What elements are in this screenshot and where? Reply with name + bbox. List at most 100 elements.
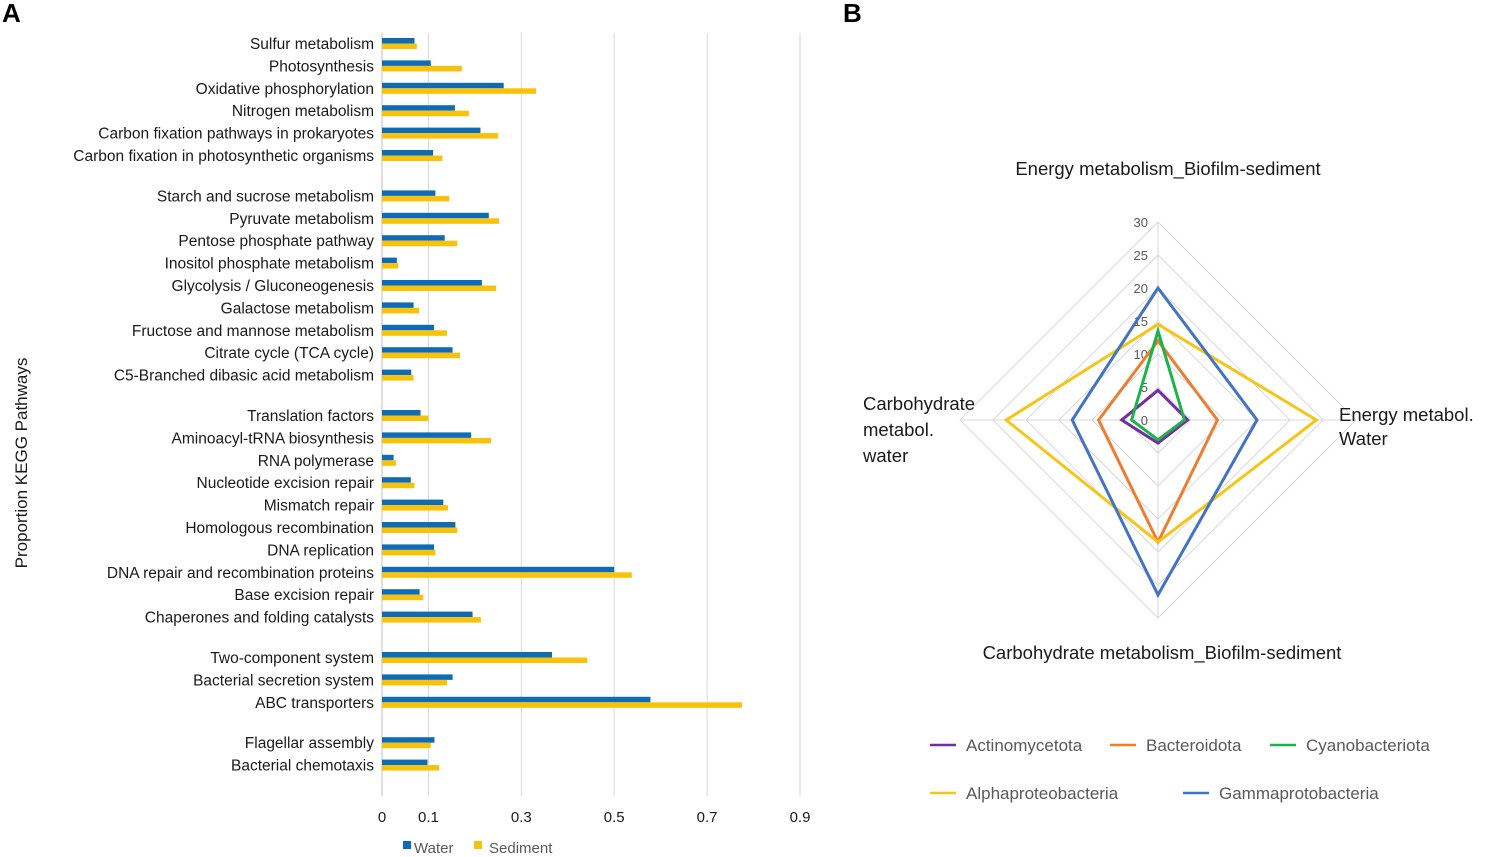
legend-swatch-sediment [474,841,482,849]
category-label: Carbon fixation in photosynthetic organi… [73,148,374,165]
radar-axis-label-right: Water [1339,428,1388,449]
bar-sediment [382,765,440,771]
category-label: Oxidative phosphorylation [196,81,374,98]
bar-water [382,369,412,376]
radar-tick-label: 0 [1141,413,1148,428]
bar-sediment [382,482,415,489]
radar-tick-label: 5 [1141,380,1148,395]
radar-axis-label-left: metabol. [863,419,934,440]
category-label: Carbon fixation pathways in prokaryotes [98,126,374,143]
bar-water [382,212,489,219]
legend-label-actinomycetota: Actinomycetota [966,736,1083,755]
x-tick-label: 0.1 [418,809,439,826]
x-tick-label: 0.5 [604,809,625,826]
bar-sediment [382,437,492,444]
category-label: Mismatch repair [264,498,374,515]
bar-sediment [382,594,424,601]
bar-sediment [382,263,399,269]
bar-water [382,150,434,156]
legend-label-alphaproteobacteria: Alphaproteobacteria [966,784,1119,803]
category-label: Sulfur metabolism [250,36,374,53]
bar-water [382,674,453,680]
bar-water [382,432,472,438]
bar-water [382,696,651,703]
bar-sediment [382,352,461,359]
bar-sediment [382,65,462,72]
bar-water [382,652,552,658]
legend-swatch-water [403,841,411,849]
x-tick-label: 0.9 [790,809,811,826]
bar-sediment [382,155,443,161]
bar-chart: Sulfur metabolism Photosynthesis Oxidative… [12,33,810,857]
category-label: Chaperones and folding catalysts [145,610,374,627]
bar-water [382,324,435,331]
bar-sediment [382,110,469,117]
bar-water [382,38,415,44]
legend-label-gammaprotobacteria: Gammaprotobacteria [1219,784,1379,803]
panel-b-label: B [843,0,862,28]
category-label: Photosynthesis [269,58,374,75]
category-label: RNA polymerase [258,453,374,470]
bar-water [382,589,420,595]
radar-axis-label-bottom: Carbohydrate metabolism_Biofilm-sediment [983,642,1342,664]
bar-water [382,410,421,416]
category-label: Pentose phosphate pathway [178,233,374,250]
category-label: Flagellar assembly [245,735,374,752]
bar-sediment [382,549,436,556]
bar-water [382,257,397,264]
bar-sediment [382,133,499,139]
bar-water [382,60,431,66]
bar-water [382,544,435,550]
bar-water [382,190,436,196]
radar-series-gammaprotobacteria [1070,285,1259,599]
bar-water [382,759,428,766]
category-label: Nucleotide excision repair [197,475,374,492]
category-label: DNA replication [267,542,374,559]
category-label: DNA repair and recombination proteins [107,565,374,582]
bar-sediment [382,657,588,663]
category-label: Starch and sucrose metabolism [157,188,374,205]
bar-water [382,280,482,286]
bar-sediment [382,702,742,708]
x-tick-label: 0.7 [697,809,718,826]
bar-sediment [382,88,537,94]
category-label: Nitrogen metabolism [232,103,374,120]
category-label: Bacterial secretion system [193,672,374,689]
bar-sediment [382,617,481,623]
category-label: C5-Branched dibasic acid metabolism [114,368,374,385]
category-label: Base excision repair [234,587,374,604]
bar-water [382,566,615,573]
bar-sediment [382,195,450,202]
bar-sediment [382,527,458,533]
bar-water [382,347,453,353]
radar-tick-label: 10 [1134,347,1148,362]
radar-axis-label-left: water [862,445,908,466]
category-label: Pyruvate metabolism [229,211,374,228]
category-label: ABC transporters [255,695,374,712]
category-label: Bacterial chemotaxis [231,758,374,775]
bar-sediment [382,375,414,381]
radar-series-alphaproteobacteria [1003,322,1320,545]
category-label: Aminoacyl-tRNA biosynthesis [172,430,375,447]
legend-label-bacteroidota: Bacteroidota [1146,736,1242,755]
bar-water [382,611,473,618]
category-label: Fructose and mannose metabolism [132,323,374,340]
category-label: Two-component system [210,650,374,667]
bar-sediment [382,240,458,247]
legend-label-sediment: Sediment [489,840,553,857]
bar-water [382,477,411,483]
panel-a-label: A [2,0,21,28]
x-tick-label: 0.3 [511,809,532,826]
bar-sediment [382,330,448,336]
radar-tick-label: 30 [1134,215,1148,230]
bar-sediment [382,505,448,511]
radar-axis-label-top: Energy metabolism_Biofilm-sediment [1015,158,1320,180]
x-tick-label: 0 [378,809,386,826]
bar-water [382,737,435,743]
radar-series-cyanobacteriota [1129,325,1187,442]
bar-water [382,127,481,134]
category-label: Translation factors [247,408,374,425]
bar-sediment [382,460,396,466]
